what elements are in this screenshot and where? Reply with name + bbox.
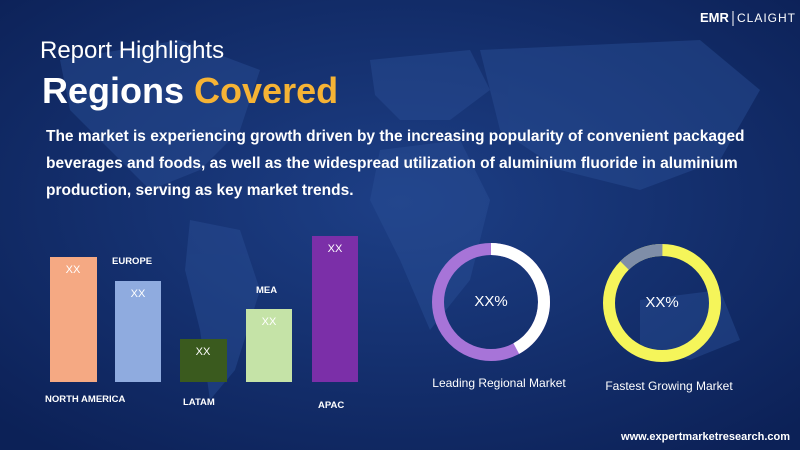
title: Regions Covered: [42, 70, 338, 111]
region-label: LATAM: [183, 397, 215, 408]
description-line: production, serving as key market trends…: [46, 182, 354, 199]
region-label: APAC: [318, 400, 344, 411]
region-label: MEA: [256, 285, 277, 296]
bar: [180, 339, 227, 382]
description-line: beverages and foods, as well as the wide…: [46, 155, 738, 172]
description-line: The market is experiencing growth driven…: [46, 128, 745, 145]
bar-label: XX: [262, 316, 277, 328]
brand-left: EMR: [700, 10, 730, 25]
donut-caption: Fastest Growing Market: [605, 379, 733, 393]
bar: [50, 257, 97, 382]
title-accent: Covered: [194, 70, 338, 111]
kicker: Report Highlights: [40, 37, 224, 64]
bar: [246, 309, 292, 382]
region-label: EUROPE: [112, 256, 152, 267]
footer-url: www.expertmarketresearch.com: [620, 431, 790, 443]
bar-label: XX: [328, 243, 343, 255]
donut-center: XX%: [474, 293, 507, 310]
donut-caption: Leading Regional Market: [432, 376, 566, 390]
bar-label: XX: [196, 346, 211, 358]
bar: [115, 281, 161, 382]
bar: [312, 236, 358, 382]
bar-label: XX: [66, 264, 81, 276]
region-label: NORTH AMERICA: [45, 394, 126, 405]
brand-right: CLAIGHT: [737, 11, 796, 25]
bar-label: XX: [131, 288, 146, 300]
donut-center: XX%: [645, 294, 678, 311]
donut-segment: [432, 243, 550, 361]
title-main: Regions: [42, 70, 184, 111]
